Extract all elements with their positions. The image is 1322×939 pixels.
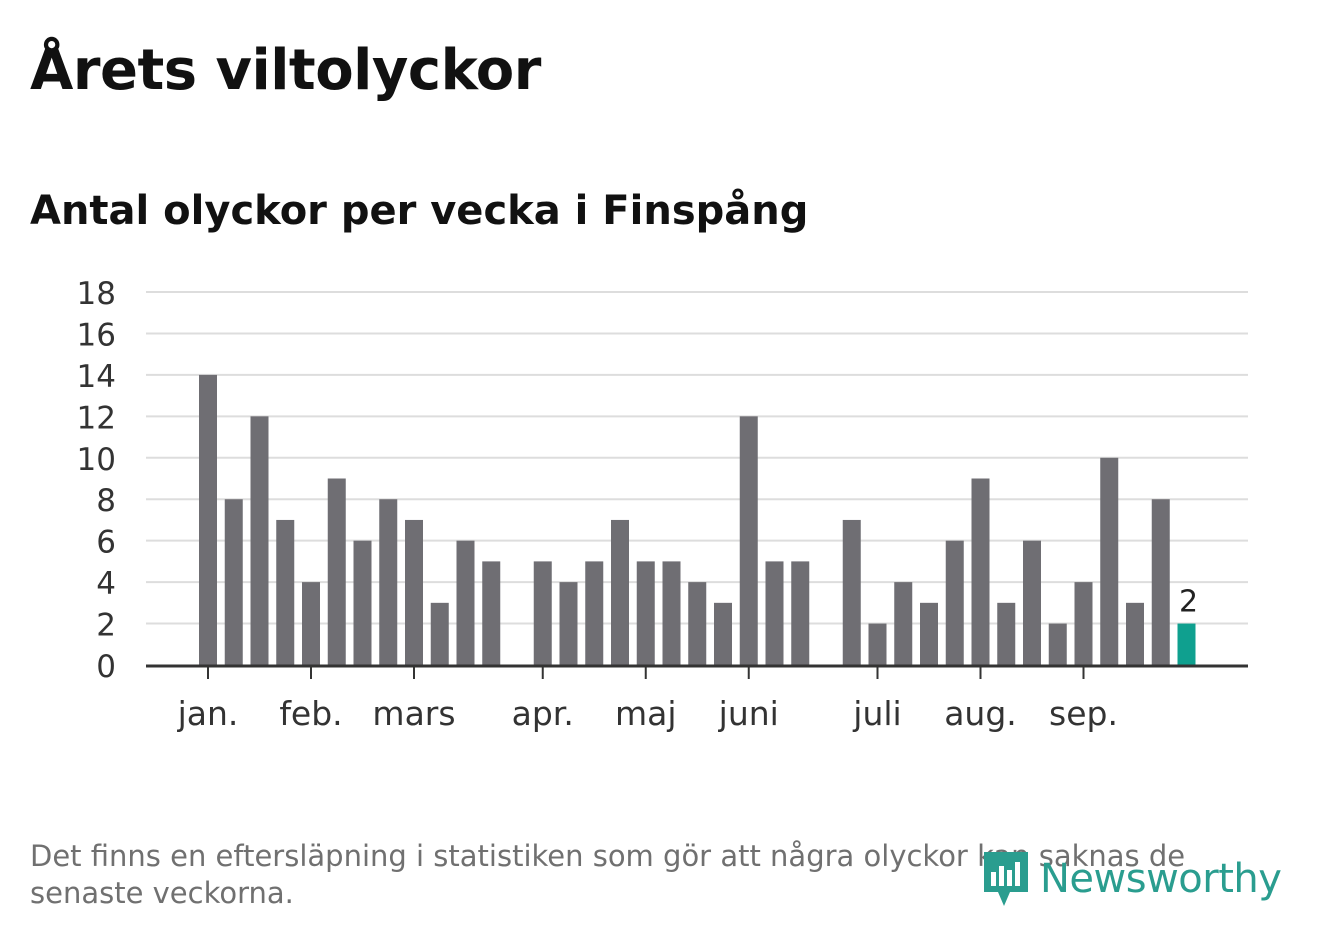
bar bbox=[842, 519, 861, 665]
y-tick-label: 8 bbox=[96, 483, 116, 519]
bar bbox=[456, 540, 475, 665]
bar bbox=[276, 519, 295, 665]
bar bbox=[688, 582, 707, 665]
x-tick-label: feb. bbox=[279, 694, 342, 733]
x-tick-label: apr. bbox=[512, 694, 574, 733]
y-tick-label: 12 bbox=[77, 400, 116, 436]
bar bbox=[353, 540, 372, 665]
bar bbox=[327, 478, 346, 665]
y-tick-label: 14 bbox=[77, 359, 116, 395]
x-tick-label: jan. bbox=[177, 694, 239, 733]
y-tick-label: 6 bbox=[96, 525, 116, 561]
bar bbox=[1048, 623, 1067, 665]
bar bbox=[1126, 602, 1144, 665]
x-tick-label: juli bbox=[852, 694, 901, 733]
bar bbox=[868, 623, 887, 665]
y-tick-label: 4 bbox=[96, 566, 116, 602]
bar-data-label: 2 bbox=[1179, 585, 1198, 620]
bar bbox=[611, 519, 629, 665]
page-title: Årets viltolyckor bbox=[30, 38, 541, 103]
bar bbox=[636, 561, 655, 665]
bar bbox=[765, 561, 784, 665]
bar bbox=[250, 416, 269, 665]
bar bbox=[199, 374, 217, 665]
bars: 2 bbox=[199, 374, 1198, 665]
bar-chart: 0 2 4 6 8 10 12 14 16 18 2 jan. feb. mars apr. maj jun… bbox=[77, 276, 1248, 733]
bar bbox=[1100, 457, 1119, 665]
x-tick-label: mars bbox=[372, 694, 455, 733]
y-tick-label: 0 bbox=[96, 649, 116, 685]
bar bbox=[1151, 499, 1170, 665]
bar bbox=[585, 561, 604, 665]
y-tick-label: 16 bbox=[77, 317, 116, 353]
bar bbox=[302, 582, 320, 665]
y-tick-label: 2 bbox=[96, 608, 116, 644]
bar bbox=[894, 582, 913, 665]
bar bbox=[739, 416, 758, 665]
bar bbox=[1023, 540, 1041, 665]
bar bbox=[405, 519, 423, 665]
bar bbox=[971, 478, 990, 665]
bar bbox=[714, 602, 732, 665]
bar-highlight bbox=[1177, 623, 1196, 665]
x-tick-label: maj bbox=[615, 694, 677, 733]
y-tick-label: 10 bbox=[77, 442, 116, 478]
bar bbox=[533, 561, 552, 665]
newsworthy-logo-icon bbox=[984, 852, 1028, 906]
y-axis-ticks: 0 2 4 6 8 10 12 14 16 18 bbox=[77, 276, 116, 685]
bar bbox=[224, 499, 243, 665]
grid-lines bbox=[146, 291, 1248, 625]
x-axis: jan. feb. mars apr. maj juni juli aug. sep. bbox=[146, 664, 1248, 733]
x-tick-label: aug. bbox=[944, 694, 1017, 733]
x-tick-label: juni bbox=[718, 694, 779, 733]
bar bbox=[1074, 582, 1093, 665]
bar bbox=[482, 561, 501, 665]
brand-name: Newsworthy bbox=[1040, 856, 1282, 902]
y-tick-label: 18 bbox=[77, 276, 116, 312]
bar bbox=[379, 499, 398, 665]
x-tick-label: sep. bbox=[1049, 694, 1118, 733]
brand-logo[interactable]: Newsworthy bbox=[980, 846, 1282, 912]
bar bbox=[920, 602, 938, 665]
bar bbox=[791, 561, 810, 665]
bar bbox=[559, 582, 578, 665]
bar bbox=[662, 561, 681, 665]
bar bbox=[945, 540, 964, 665]
bar bbox=[997, 602, 1016, 665]
bar bbox=[430, 602, 449, 665]
chart-subtitle: Antal olyckor per vecka i Finspång bbox=[30, 188, 809, 234]
